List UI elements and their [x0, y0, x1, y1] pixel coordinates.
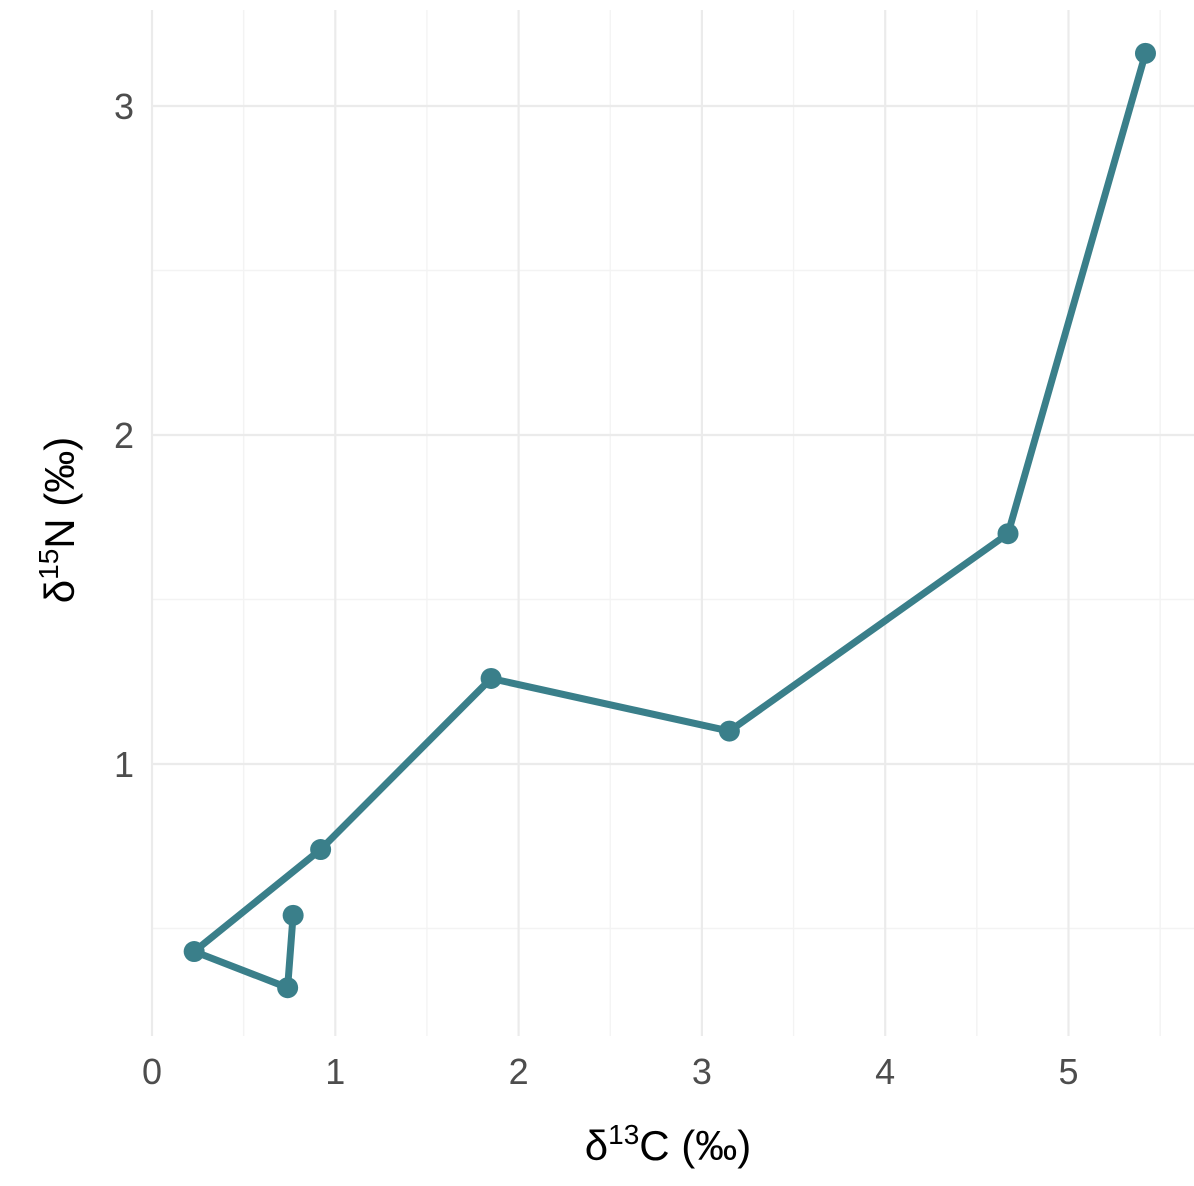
- x-tick-label: 3: [692, 1051, 712, 1092]
- x-tick-labels: 0 1 2 3 4 5: [142, 1051, 1079, 1092]
- x-tick-label: 2: [509, 1051, 529, 1092]
- x-axis-title-suffix: C (‰): [639, 1122, 751, 1169]
- series-line: [190, 49, 1149, 992]
- x-tick-label: 0: [142, 1051, 162, 1092]
- data-point: [997, 523, 1019, 545]
- x-axis-title-superscript: 13: [608, 1119, 639, 1150]
- y-axis-title-prefix: δ: [36, 580, 83, 603]
- x-tick-label: 4: [875, 1051, 895, 1092]
- major-grid: [150, 10, 1194, 1036]
- y-tick-label: 1: [114, 744, 134, 785]
- data-point: [310, 839, 332, 861]
- y-tick-label: 2: [114, 415, 134, 456]
- data-point: [183, 941, 205, 963]
- x-axis-title: δ13C (‰): [585, 1119, 752, 1169]
- series-layer: [183, 42, 1156, 999]
- data-point: [1134, 42, 1156, 64]
- y-axis-title-suffix: N (‰): [36, 437, 83, 549]
- x-tick-label: 1: [325, 1051, 345, 1092]
- y-axis-title-superscript: 15: [33, 549, 64, 580]
- y-axis-title: δ15N (‰): [33, 437, 83, 604]
- y-tick-label: 3: [114, 86, 134, 127]
- data-point: [277, 977, 299, 999]
- data-point: [480, 667, 502, 689]
- x-tick-label: 5: [1058, 1051, 1078, 1092]
- data-point: [718, 720, 740, 742]
- data-point: [282, 904, 304, 926]
- minor-grid: [152, 10, 1194, 1036]
- x-axis-title-prefix: δ: [585, 1122, 608, 1169]
- y-tick-labels: 1 2 3: [114, 86, 134, 785]
